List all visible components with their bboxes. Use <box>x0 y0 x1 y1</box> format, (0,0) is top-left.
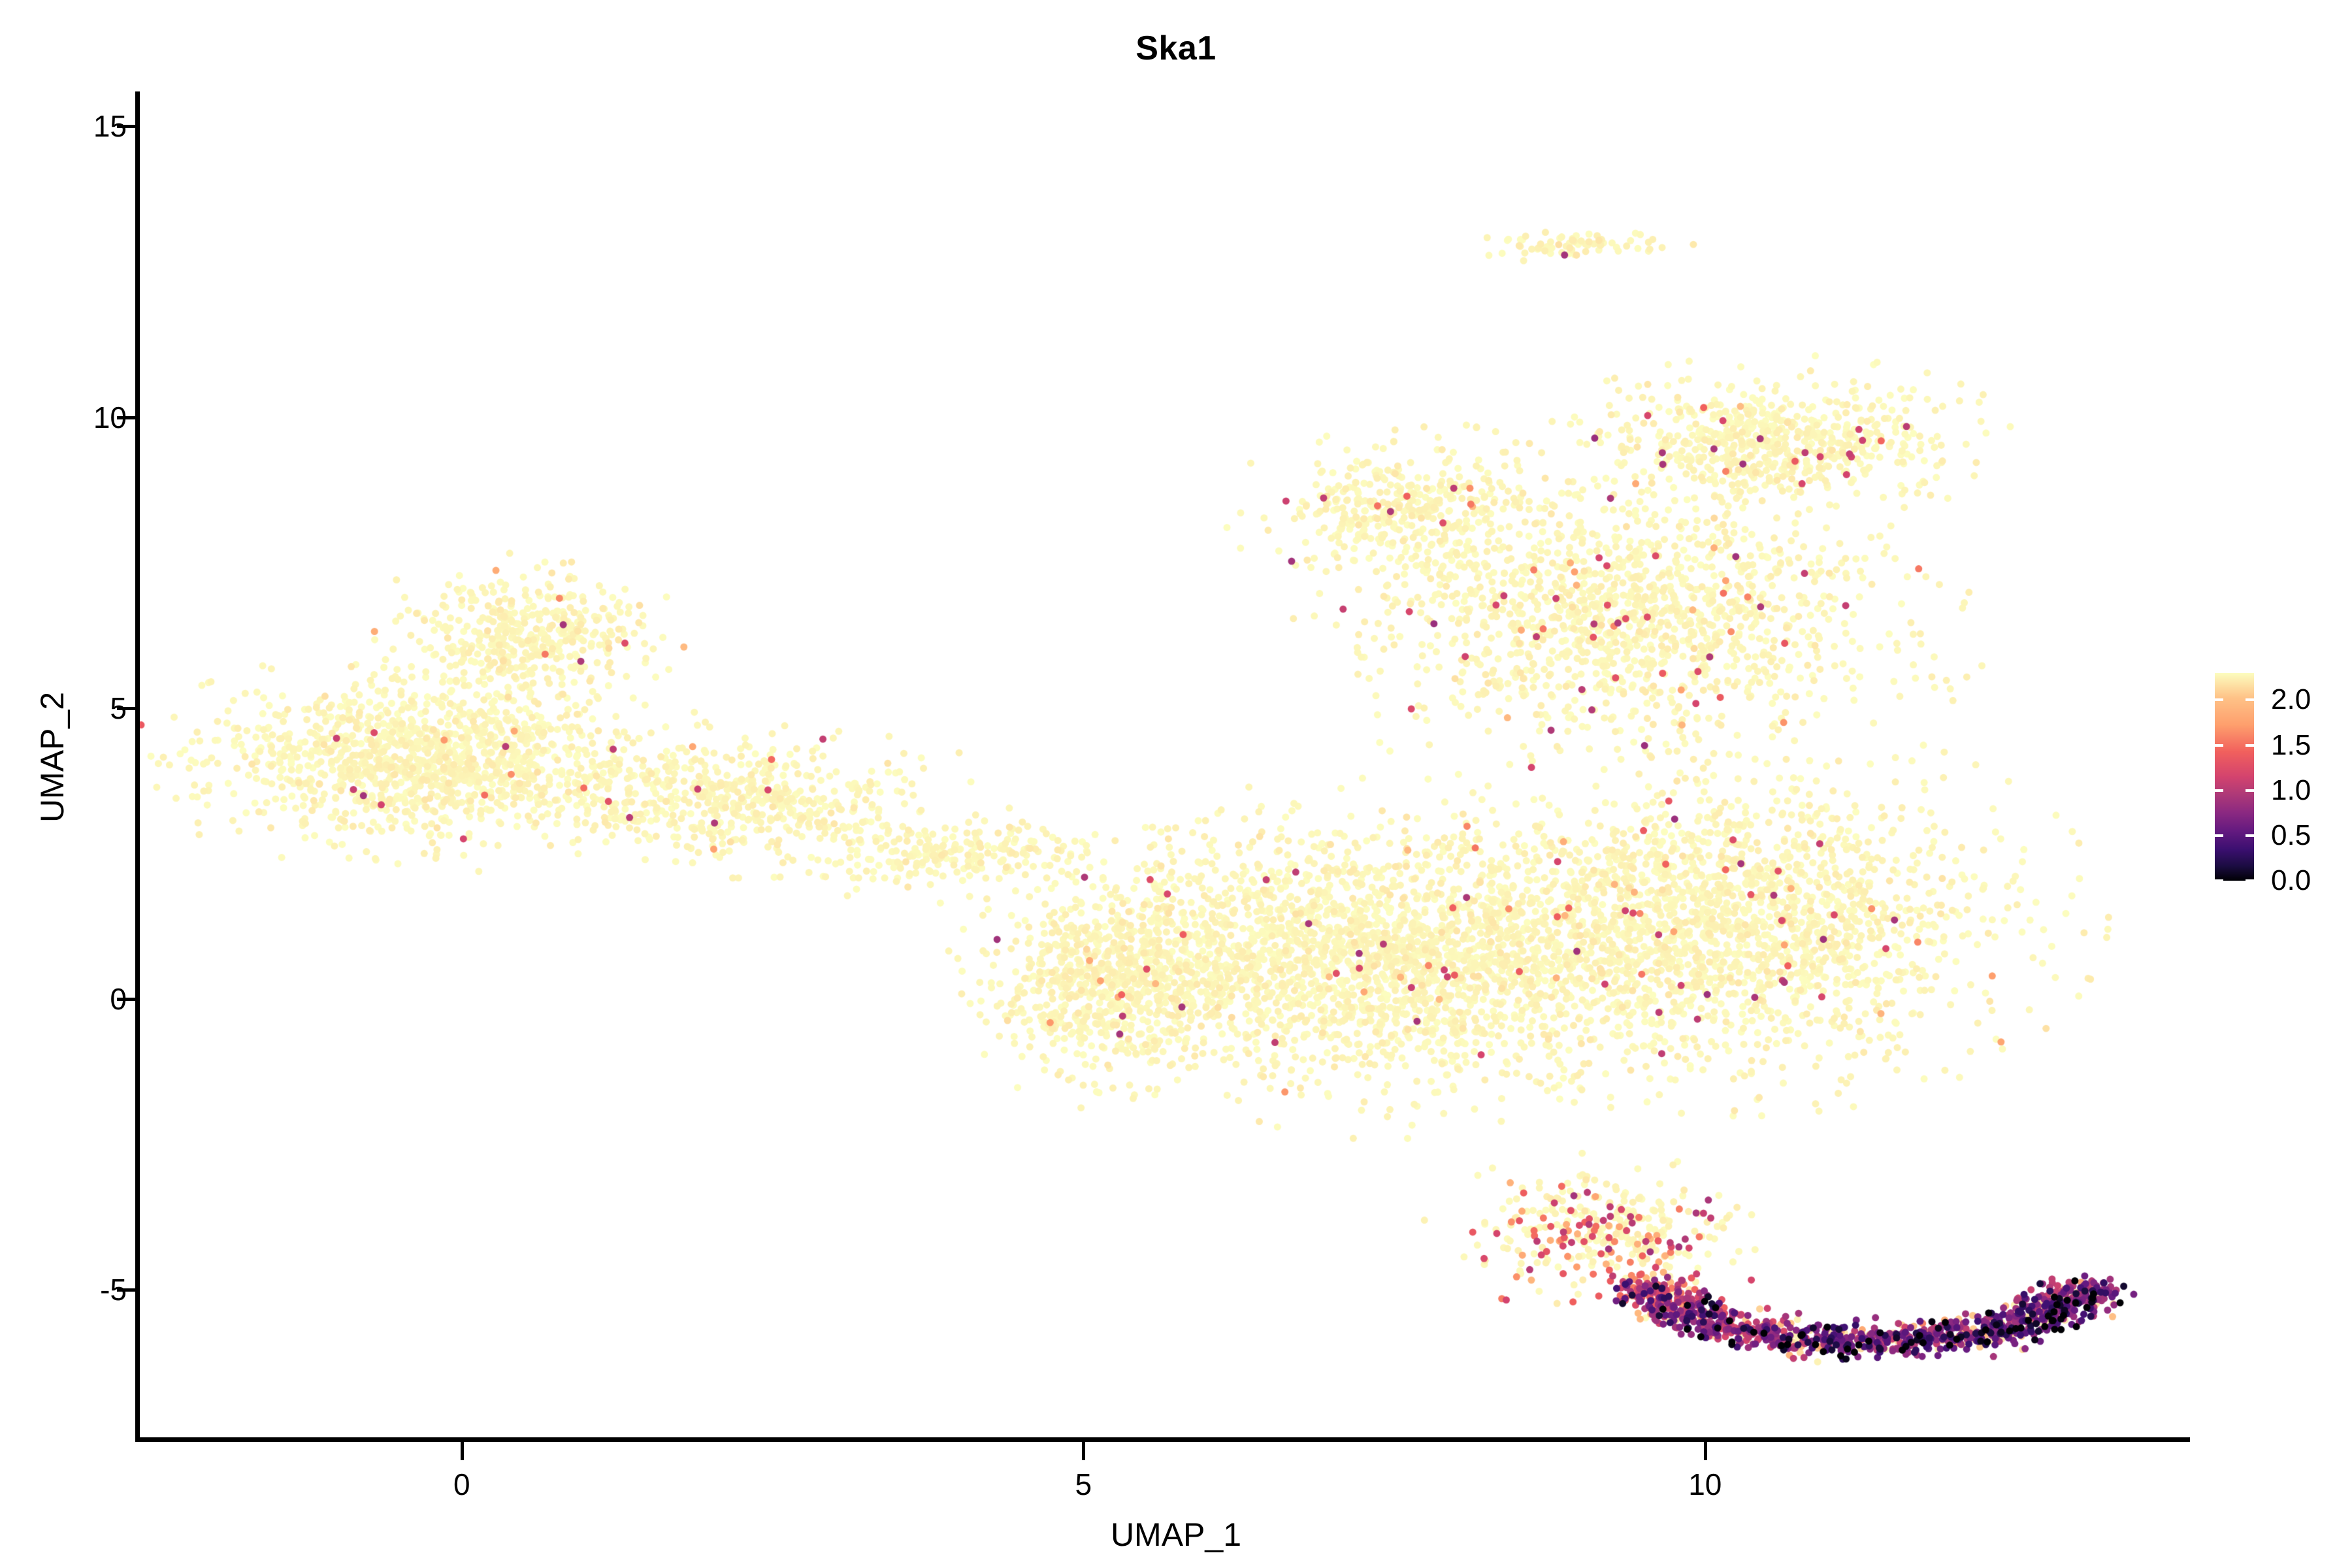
colorbar-tick-mark <box>2215 834 2223 837</box>
colorbar-tick-label: 1.0 <box>2271 774 2311 806</box>
y-tick-label: 10 <box>93 400 127 434</box>
x-tick-mark <box>460 1442 464 1460</box>
colorbar-legend: 0.0 0.5 1.0 1.5 2.0 <box>2215 673 2345 896</box>
colorbar-tick-mark <box>2246 879 2254 882</box>
page-title: Ska1 <box>1135 29 1217 67</box>
colorbar-tick-label: 0.0 <box>2271 864 2311 896</box>
colorbar-tick-mark <box>2215 789 2223 792</box>
colorbar-tick-label: 2.0 <box>2271 683 2311 716</box>
colorbar-gradient <box>2215 673 2254 881</box>
y-tick-mark <box>117 125 135 129</box>
x-tick-label: 5 <box>1075 1467 1092 1501</box>
x-tick-mark <box>1082 1442 1086 1460</box>
y-tick-mark <box>117 1288 135 1292</box>
x-axis-line <box>135 1437 2190 1442</box>
x-axis-title: UMAP_1 <box>1110 1516 1242 1553</box>
colorbar-tick-mark <box>2246 698 2254 702</box>
y-tick-label: 0 <box>110 982 127 1017</box>
y-tick-mark <box>117 998 135 1002</box>
colorbar-tick-mark <box>2215 879 2223 882</box>
y-axis-title: UMAP_2 <box>34 691 71 823</box>
colorbar-tick-mark <box>2246 834 2254 837</box>
x-tick-mark <box>1703 1442 1707 1460</box>
y-axis-line <box>135 91 140 1441</box>
y-tick-mark <box>117 416 135 419</box>
scatter-canvas <box>139 91 2190 1441</box>
colorbar-tick-mark <box>2246 743 2254 747</box>
colorbar-tick-label: 0.5 <box>2271 819 2311 851</box>
y-tick-label: -5 <box>100 1273 127 1307</box>
colorbar-tick-label: 1.5 <box>2271 728 2311 761</box>
x-tick-label: 0 <box>453 1467 470 1501</box>
y-tick-mark <box>117 706 135 710</box>
colorbar-tick-mark <box>2215 743 2223 747</box>
x-tick-label: 10 <box>1688 1467 1722 1501</box>
plot-panel <box>139 91 2190 1441</box>
colorbar-tick-mark <box>2215 698 2223 702</box>
y-tick-label: 5 <box>110 691 127 725</box>
y-tick-label: 15 <box>93 109 127 144</box>
colorbar-tick-mark <box>2246 789 2254 792</box>
